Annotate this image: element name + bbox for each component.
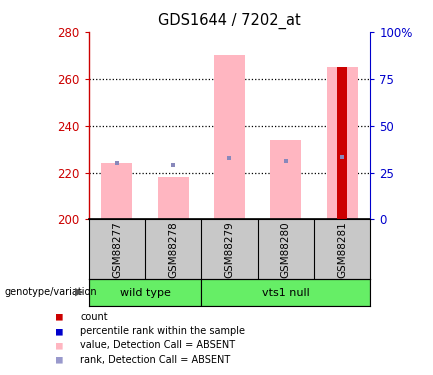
Text: ▶: ▶ xyxy=(75,287,84,297)
Text: ■: ■ xyxy=(56,340,63,350)
Text: count: count xyxy=(80,312,108,322)
Bar xyxy=(214,56,245,219)
Bar xyxy=(101,163,132,219)
Bar xyxy=(337,67,347,219)
Text: value, Detection Call = ABSENT: value, Detection Call = ABSENT xyxy=(80,340,235,350)
Bar xyxy=(326,67,358,219)
Text: rank, Detection Call = ABSENT: rank, Detection Call = ABSENT xyxy=(80,355,230,364)
Text: ■: ■ xyxy=(56,355,63,364)
Text: percentile rank within the sample: percentile rank within the sample xyxy=(80,326,245,336)
Text: GSM88280: GSM88280 xyxy=(281,221,291,278)
Bar xyxy=(270,140,301,219)
Bar xyxy=(158,177,189,219)
Text: GDS1644 / 7202_at: GDS1644 / 7202_at xyxy=(158,13,301,29)
Text: vts1 null: vts1 null xyxy=(262,288,310,297)
Text: GSM88279: GSM88279 xyxy=(224,221,235,278)
Bar xyxy=(89,279,201,306)
Text: genotype/variation: genotype/variation xyxy=(4,287,97,297)
Text: wild type: wild type xyxy=(120,288,171,297)
Text: GSM88277: GSM88277 xyxy=(112,221,122,278)
Bar xyxy=(201,279,370,306)
Text: ■: ■ xyxy=(56,312,63,322)
Text: ■: ■ xyxy=(56,326,63,336)
Text: GSM88281: GSM88281 xyxy=(337,221,347,278)
Text: GSM88278: GSM88278 xyxy=(168,221,178,278)
